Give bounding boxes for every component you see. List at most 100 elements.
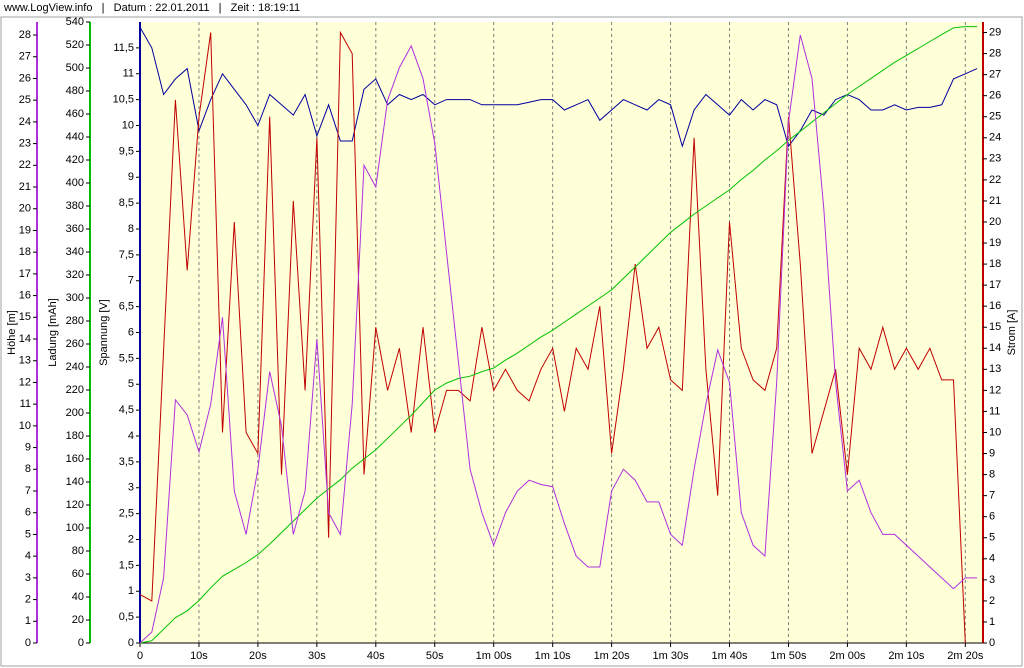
y-tick-label: 1,5 xyxy=(119,559,134,571)
y-tick-label: 0 xyxy=(25,637,31,649)
y-tick-label: 240 xyxy=(66,361,84,373)
series-line xyxy=(139,26,978,644)
y-tick-label: 26 xyxy=(19,72,31,84)
y-tick-label: 18 xyxy=(989,258,1001,270)
y-tick-label: 11 xyxy=(20,398,31,410)
y-tick-label: 400 xyxy=(66,177,84,189)
y-tick-label: 340 xyxy=(66,246,84,258)
y-tick-label: 16 xyxy=(989,300,1001,312)
y-tick-label: 4 xyxy=(128,430,134,442)
y-tick-label: 10,5 xyxy=(113,94,134,106)
y-tick-label: 20 xyxy=(989,216,1001,228)
y-tick-label: 4 xyxy=(25,550,31,562)
y-tick-label: 13 xyxy=(989,363,1001,375)
y-tick-label: 24 xyxy=(19,116,31,128)
y-tick-label: 4,5 xyxy=(119,404,134,416)
x-tick-label: 50s xyxy=(426,650,444,662)
y-tick-label: 16 xyxy=(19,289,31,301)
y-tick-label: 28 xyxy=(989,47,1001,59)
y-tick-label: 2 xyxy=(989,595,995,607)
y-tick-label: 15 xyxy=(989,321,1001,333)
y-tick-label: 25 xyxy=(989,111,1001,123)
y-tick-label: 180 xyxy=(66,430,84,442)
x-tick-label: 30s xyxy=(308,650,326,662)
y-tick-label: 0,5 xyxy=(119,611,134,623)
y-tick-label: 380 xyxy=(66,200,84,212)
y-tick-label: 5 xyxy=(989,532,995,544)
y-tick-label: 8 xyxy=(128,223,134,235)
y-tick-label: 9 xyxy=(128,171,134,183)
y-tick-label: 3 xyxy=(128,482,134,494)
y-tick-label: 14 xyxy=(19,333,31,345)
y-tick-label: 320 xyxy=(66,269,84,281)
y-tick-label: 12 xyxy=(19,376,31,388)
y-tick-label: 300 xyxy=(66,292,84,304)
y-tick-label: 260 xyxy=(66,338,84,350)
y-tick-label: 0 xyxy=(989,637,995,649)
y-tick-label: 480 xyxy=(66,85,84,97)
y-tick-label: 10 xyxy=(122,119,134,131)
y-tick-label: 100 xyxy=(66,522,84,534)
x-tick-label: 1m 40s xyxy=(711,650,748,662)
y-tick-label: 6 xyxy=(128,326,134,338)
axis-label: Spannung [V] xyxy=(98,299,110,366)
y-tick-label: 9 xyxy=(989,447,995,459)
y-tick-label: 3 xyxy=(989,574,995,586)
y-tick-label: 18 xyxy=(19,246,31,258)
y-tick-label: 1 xyxy=(25,615,31,627)
y-tick-label: 6 xyxy=(25,507,31,519)
x-tick-label: 1m 50s xyxy=(770,650,807,662)
y-tick-label: 8 xyxy=(989,468,995,480)
y-tick-label: 3,5 xyxy=(119,456,134,468)
y-tick-label: 20 xyxy=(19,203,31,215)
y-tick-label: 7 xyxy=(25,485,31,497)
series-line xyxy=(139,26,978,148)
y-tick-label: 40 xyxy=(72,591,84,603)
y-tick-label: 60 xyxy=(72,568,84,580)
y-tick-label: 5,5 xyxy=(119,352,134,364)
axis-label: Ladung [mAh] xyxy=(47,298,59,367)
y-tick-label: 3 xyxy=(25,572,31,584)
y-tick-label: 21 xyxy=(989,195,1001,207)
y-tick-label: 11,5 xyxy=(113,42,134,54)
axis-label: Höhe [m] xyxy=(6,310,18,355)
y-tick-label: 24 xyxy=(989,132,1001,144)
x-tick-label: 1m 00s xyxy=(476,650,513,662)
y-tick-label: 220 xyxy=(66,384,84,396)
y-tick-label: 22 xyxy=(19,159,31,171)
axis-label: Strom [A] xyxy=(1006,310,1018,356)
y-tick-label: 9 xyxy=(25,441,31,453)
y-tick-label: 12 xyxy=(989,384,1001,396)
frame xyxy=(0,16,1023,667)
x-tick-label: 0 xyxy=(137,650,143,662)
y-tick-label: 5 xyxy=(25,528,31,540)
y-tick-label: 2 xyxy=(25,593,31,605)
x-tick-label: 40s xyxy=(367,650,385,662)
y-tick-label: 500 xyxy=(66,62,84,74)
y-tick-label: 2,5 xyxy=(119,508,134,520)
y-tick-label: 6 xyxy=(989,511,995,523)
y-tick-label: 25 xyxy=(19,94,31,106)
y-tick-label: 460 xyxy=(66,108,84,120)
y-tick-label: 28 xyxy=(19,29,31,41)
y-tick-label: 19 xyxy=(989,237,1001,249)
y-tick-label: 10 xyxy=(989,426,1001,438)
x-tick-label: 1m 30s xyxy=(653,650,690,662)
y-tick-label: 1 xyxy=(128,585,134,597)
y-tick-label: 7 xyxy=(128,275,134,287)
y-tick-label: 280 xyxy=(66,315,84,327)
y-tick-label: 80 xyxy=(72,545,84,557)
y-tick-label: 14 xyxy=(989,342,1001,354)
y-tick-label: 120 xyxy=(66,499,84,511)
x-tick-label: 1m 10s xyxy=(535,650,572,662)
y-tick-label: 29 xyxy=(989,26,1001,38)
title: www.LogView.info | Datum : 22.01.2011 | … xyxy=(3,2,300,14)
y-tick-label: 19 xyxy=(19,224,31,236)
y-tick-label: 20 xyxy=(72,614,84,626)
series-line xyxy=(139,30,966,644)
y-tick-label: 8 xyxy=(25,463,31,475)
y-tick-label: 26 xyxy=(989,90,1001,102)
y-tick-label: 140 xyxy=(66,476,84,488)
x-tick-label: 2m 10s xyxy=(888,650,925,662)
